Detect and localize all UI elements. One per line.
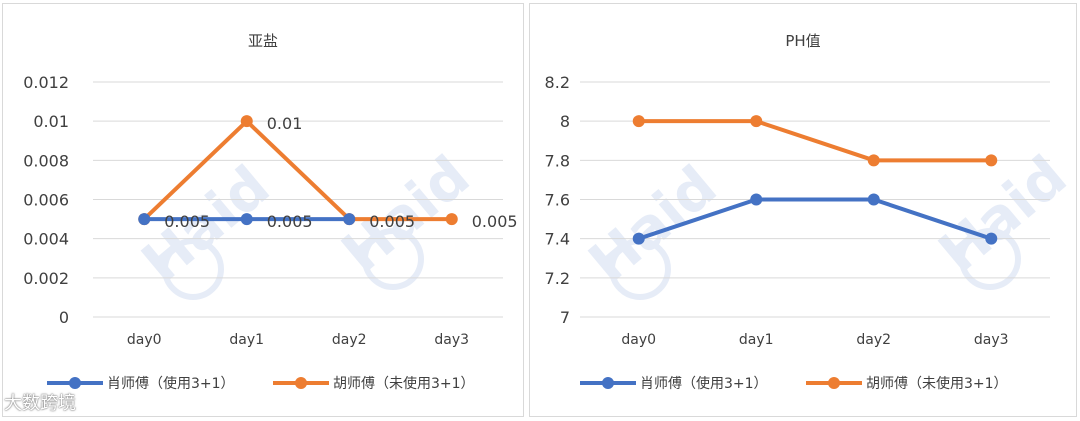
chart-title: 亚盐 (248, 32, 278, 50)
x-tick-label: day2 (332, 332, 367, 348)
legend-swatch-marker (69, 377, 81, 389)
legend-swatch-marker (602, 377, 614, 389)
data-label: 0.005 (472, 212, 518, 231)
data-point (240, 213, 253, 226)
data-point (985, 154, 998, 167)
legend-label: 肖师傅（使用3+1） (640, 375, 768, 392)
data-label: 0.005 (369, 212, 415, 231)
legend-swatch-marker (295, 377, 307, 389)
brand-watermark: Haid (577, 154, 729, 300)
data-point (632, 232, 645, 245)
legend-label: 胡师傅（未使用3+1） (333, 375, 475, 392)
y-tick-label: 0 (59, 308, 69, 327)
y-tick-label: 8.2 (545, 73, 570, 92)
data-point (445, 213, 458, 226)
y-tick-label: 7 (560, 308, 570, 327)
x-tick-label: day3 (974, 332, 1009, 348)
y-tick-label: 0.012 (23, 73, 69, 92)
data-point (632, 115, 645, 128)
series-line (638, 119, 992, 163)
chart-panel-ph: Haid Haid PH值 7 7.2 7.4 7.6 7.8 8 8.2 day0 day1 day2… (529, 3, 1077, 417)
legend-label: 肖师傅（使用3+1） (107, 375, 235, 392)
y-tick-label: 0.006 (23, 191, 69, 210)
data-point (240, 115, 253, 128)
x-tick-label: day2 (856, 332, 891, 348)
watermark-brand-text: Haid (927, 144, 1076, 286)
y-tick-label: 0.002 (23, 269, 69, 288)
x-tick-label: day3 (434, 332, 469, 348)
ph-chart: Haid Haid PH值 7 7.2 7.4 7.6 7.8 8 8.2 day0 day1 day2… (545, 32, 1076, 392)
y-tick-label: 0.01 (33, 112, 69, 131)
nitrite-chart: Haid Haid亚盐00.0020.0040.0060.0080.010.012… (23, 32, 518, 392)
data-point (985, 232, 998, 245)
y-tick-label: 7.6 (545, 191, 570, 210)
series-line (142, 119, 452, 222)
data-point (343, 213, 356, 226)
x-tick-label: day1 (739, 332, 774, 348)
data-label: 0.01 (267, 114, 303, 133)
x-tick-label: day1 (229, 332, 264, 348)
y-tick-label: 7.2 (545, 269, 570, 288)
watermark-circle (362, 228, 424, 290)
brand-watermark: Haid (927, 144, 1076, 290)
x-tick-label: day0 (127, 332, 162, 348)
y-tick-label: 0.004 (23, 230, 69, 249)
series-line (638, 197, 992, 241)
data-point (138, 213, 151, 226)
data-label: 0.005 (267, 212, 313, 231)
x-tick-label: day0 (621, 332, 656, 348)
data-point (867, 193, 880, 206)
watermark-brand-text: Haid (577, 154, 729, 296)
data-point (750, 193, 763, 206)
watermark-circle (162, 238, 224, 300)
data-label: 0.005 (164, 212, 210, 231)
y-tick-label: 7.8 (545, 151, 570, 170)
y-tick-label: 8 (560, 112, 570, 131)
data-point (867, 154, 880, 167)
legend-swatch-marker (828, 377, 840, 389)
y-tick-label: 0.008 (23, 151, 69, 170)
chart-title: PH值 (785, 32, 820, 50)
y-tick-label: 7.4 (545, 230, 570, 249)
watermark-circle (959, 228, 1021, 290)
data-point (750, 115, 763, 128)
chart-panel-nitrite: Haid Haid 亚盐 0 0.002 0.004 0.006 0.008 0.01 0.012… (2, 3, 524, 417)
legend-label: 胡师傅（未使用3+1） (866, 375, 1008, 392)
corner-watermark-text: 大数跨境 (4, 393, 76, 414)
